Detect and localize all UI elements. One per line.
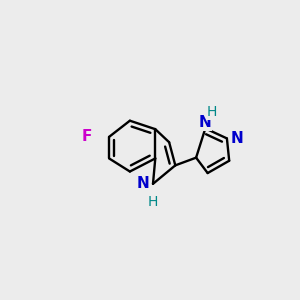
Text: N: N xyxy=(199,115,212,130)
Text: N: N xyxy=(231,131,244,146)
Text: H: H xyxy=(207,105,217,119)
Text: F: F xyxy=(82,129,92,144)
Text: N: N xyxy=(136,176,149,191)
Text: H: H xyxy=(148,195,158,208)
